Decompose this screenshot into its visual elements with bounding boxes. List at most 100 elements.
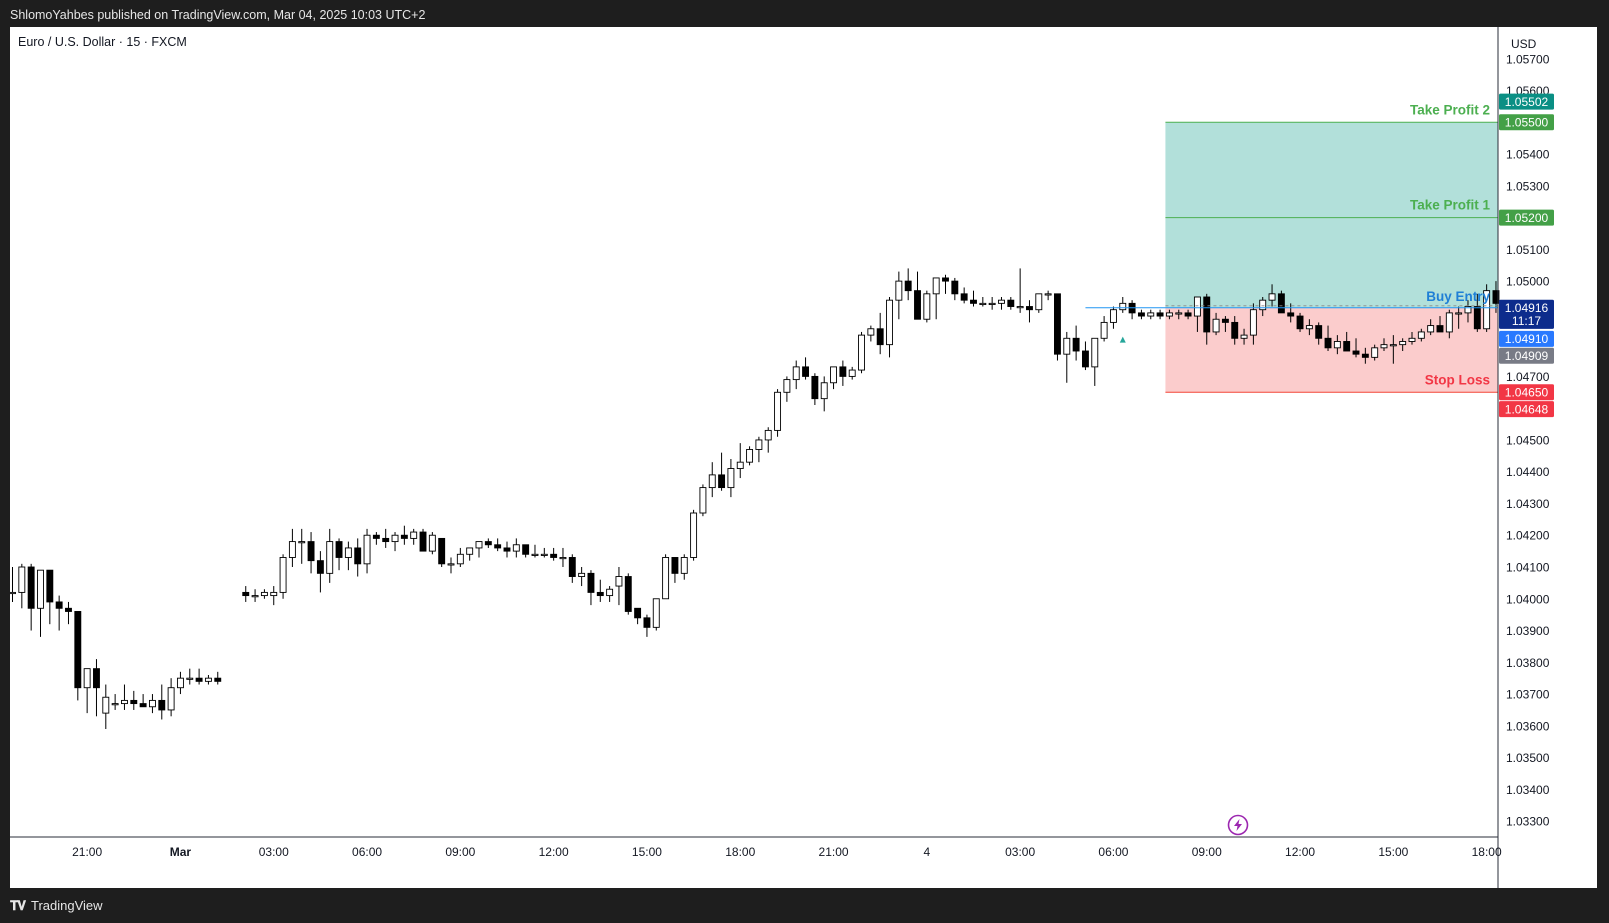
tradingview-logo[interactable]: 𝐓𝐕 TradingView	[10, 899, 103, 913]
chart-panel[interactable]: Take Profit 2 Take Profit 1 Buy Entry Stop …	[9, 27, 1597, 888]
footer-bar: 𝐓𝐕 TradingView	[0, 888, 1609, 923]
candle-body-up	[1399, 341, 1407, 346]
candle	[1389, 335, 1397, 364]
candle	[764, 427, 772, 453]
price-tick-label: 1.03900	[1506, 624, 1550, 638]
price-tag: 1.04909	[1499, 347, 1554, 364]
candle	[811, 373, 819, 405]
candle	[568, 554, 576, 583]
candle	[74, 611, 82, 701]
candle	[167, 678, 175, 717]
candle	[914, 271, 921, 320]
candle	[391, 532, 399, 552]
candle-body-down	[503, 547, 511, 552]
candle-body-down	[1287, 312, 1295, 317]
candle	[904, 268, 912, 301]
candle	[186, 668, 194, 685]
candle-body-down	[354, 547, 362, 565]
candle-body-down	[65, 607, 72, 612]
candle	[1203, 293, 1211, 345]
candle-body-up	[848, 369, 856, 377]
candle-body-up	[1100, 321, 1108, 339]
candle-body-up	[83, 668, 91, 689]
time-tick-label: Mar	[170, 845, 192, 859]
time-tick-label: 06:00	[1098, 845, 1128, 859]
candle-body-up	[540, 553, 548, 556]
candle-body-up	[428, 534, 436, 552]
candle-body-down	[1492, 290, 1500, 304]
candle-body-up	[858, 334, 865, 371]
profit-zone	[1165, 122, 1498, 308]
candle-body-up	[279, 557, 287, 593]
candle	[363, 528, 371, 574]
currency-label[interactable]: USD	[1511, 37, 1537, 51]
time-tick-label: 15:00	[632, 845, 662, 859]
candle	[858, 331, 865, 374]
candle-body-up	[1249, 309, 1257, 336]
candle	[1128, 300, 1136, 320]
candle	[1343, 331, 1351, 352]
candle-body-up	[746, 449, 754, 463]
candle-body-down	[904, 280, 912, 292]
price-tag-bg	[1499, 330, 1554, 347]
candle	[1427, 319, 1435, 336]
candle-body-up	[1147, 312, 1155, 317]
candle-body-up	[9, 591, 16, 595]
candle-body-down	[1343, 341, 1351, 352]
candle	[512, 538, 520, 558]
candle-body-up	[531, 553, 539, 556]
candle-body-up	[774, 391, 782, 431]
candle-body-up	[1016, 306, 1024, 309]
candle-body-down	[1026, 306, 1033, 311]
candle-body-up	[764, 429, 772, 441]
candle-body-down	[93, 668, 100, 689]
candle-body-up	[1240, 334, 1248, 339]
candle	[260, 589, 268, 599]
candle	[1165, 309, 1173, 320]
price-tag-bg	[1499, 401, 1554, 418]
candle-body-up	[1417, 331, 1425, 339]
candle	[1175, 309, 1183, 320]
candle-body-down	[1184, 312, 1192, 317]
candle-body-up	[456, 553, 464, 565]
candle	[242, 586, 250, 602]
candle-body-up	[288, 541, 296, 558]
candle-body-up	[1483, 290, 1491, 330]
candle-body-up	[662, 557, 670, 600]
chart-canvas[interactable]: Take Profit 2 Take Profit 1 Buy Entry Stop …	[9, 27, 1597, 888]
lightning-icon[interactable]	[1227, 814, 1249, 836]
candle	[18, 563, 26, 609]
brand-label: TradingView	[31, 898, 103, 913]
price-tick-label: 1.05000	[1506, 275, 1550, 289]
candle-body-up	[1044, 293, 1052, 296]
candle-body-up	[167, 687, 175, 711]
candle-body-down	[587, 572, 595, 593]
time-tick-label: 09:00	[1192, 845, 1222, 859]
price-tick-label: 1.03800	[1506, 656, 1550, 670]
candle-body-up	[1035, 293, 1043, 311]
time-tick-label: 12:00	[1285, 845, 1315, 859]
candle-body-up	[260, 591, 268, 597]
time-tick-label: 18:00	[1472, 845, 1502, 859]
take-profit-2-label: Take Profit 2	[1410, 102, 1490, 117]
candle-body-down	[839, 366, 847, 377]
candle	[9, 567, 16, 602]
candle-body-up	[578, 572, 586, 577]
candle	[484, 538, 492, 548]
candle-body-up	[102, 696, 110, 714]
price-tag-label: 11:17	[1512, 314, 1541, 328]
candle	[643, 614, 651, 637]
candle-body-down	[139, 703, 147, 708]
candle	[1016, 268, 1024, 313]
price-tick-label: 1.04100	[1506, 561, 1550, 575]
candle-body-up	[606, 588, 614, 597]
candle-body-down	[382, 537, 390, 543]
candle-body-down	[55, 601, 63, 609]
candle	[456, 547, 464, 567]
candle	[578, 567, 586, 587]
tradingview-logo-icon: 𝐓𝐕	[10, 898, 26, 913]
candle-body-down	[242, 591, 250, 597]
loss-zone	[1165, 307, 1498, 393]
candle	[130, 690, 138, 710]
candle-body-down	[1436, 325, 1444, 333]
